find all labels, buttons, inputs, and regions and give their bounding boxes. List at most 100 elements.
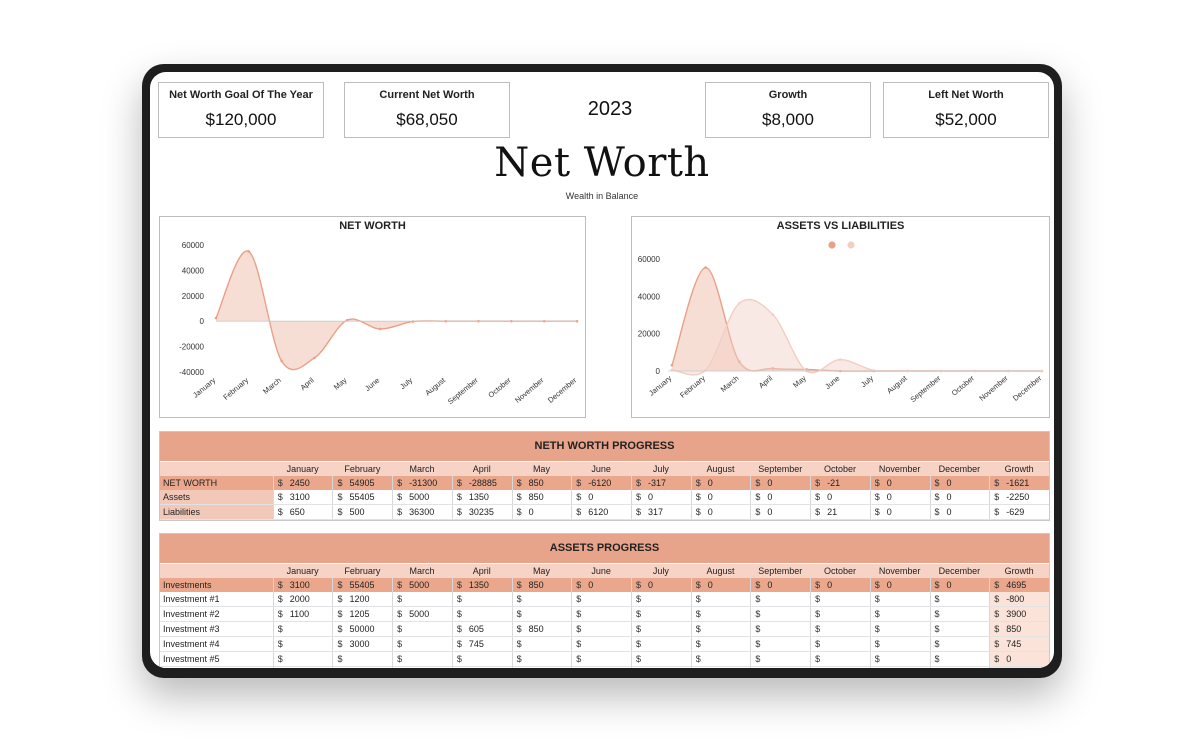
table-cell[interactable]: $ <box>869 592 930 606</box>
table-cell[interactable]: $0 <box>690 476 751 490</box>
table-cell[interactable]: $850 <box>511 476 572 490</box>
table-cell[interactable]: $0 <box>929 578 990 592</box>
table-cell[interactable]: $0 <box>989 652 1049 666</box>
table-cell[interactable]: $ <box>750 652 810 666</box>
table-cell[interactable]: $ <box>392 652 452 666</box>
table-cell[interactable]: $ <box>750 592 810 606</box>
table-cell[interactable]: $ <box>451 667 512 668</box>
table-cell[interactable]: $ <box>869 637 930 651</box>
table-cell[interactable]: $ <box>332 652 392 666</box>
table-cell[interactable]: $ <box>451 652 512 666</box>
table-cell[interactable]: $4695 <box>989 578 1049 592</box>
table-cell[interactable]: $ <box>810 637 870 651</box>
table-cell[interactable]: $0 <box>810 578 870 592</box>
table-cell[interactable]: $ -800 <box>989 592 1049 606</box>
table-cell[interactable]: $745 <box>989 637 1049 651</box>
table-cell[interactable]: $ <box>272 652 333 666</box>
table-cell[interactable]: $ -317 <box>630 476 691 490</box>
table-cell[interactable]: $850 <box>989 622 1049 636</box>
table-cell[interactable]: $ -629 <box>989 505 1049 519</box>
table-cell[interactable]: $317 <box>630 505 691 519</box>
table-cell[interactable]: $54905 <box>332 476 392 490</box>
table-cell[interactable]: $ <box>929 667 990 668</box>
table-cell[interactable]: $0 <box>750 505 810 519</box>
table-cell[interactable]: $ <box>630 667 691 668</box>
table-cell[interactable]: $ <box>571 667 631 668</box>
table-cell[interactable]: $3100 <box>272 490 333 504</box>
table-cell[interactable]: $0 <box>750 476 810 490</box>
table-cell[interactable]: $1350 <box>451 578 512 592</box>
table-cell[interactable]: $0 <box>869 476 930 490</box>
table-cell[interactable]: $0 <box>511 505 572 519</box>
table-cell[interactable]: $ <box>392 592 452 606</box>
table-cell[interactable]: $ <box>929 592 990 606</box>
table-cell[interactable]: $0 <box>630 490 691 504</box>
table-cell[interactable]: $50000 <box>332 622 392 636</box>
table-cell[interactable]: $ <box>272 637 333 651</box>
table-cell[interactable]: $0 <box>869 505 930 519</box>
table-cell[interactable]: $36300 <box>392 505 452 519</box>
table-cell[interactable]: $ <box>630 592 691 606</box>
table-cell[interactable]: $ <box>392 622 452 636</box>
table-cell[interactable]: $ <box>630 622 691 636</box>
table-cell[interactable]: $1200 <box>332 592 392 606</box>
table-cell[interactable]: $ <box>929 607 990 621</box>
table-cell[interactable]: $1100 <box>272 607 333 621</box>
table-cell[interactable]: $ <box>451 592 512 606</box>
table-cell[interactable]: $ <box>690 622 751 636</box>
table-cell[interactable]: $850 <box>511 622 572 636</box>
table-cell[interactable]: $3100 <box>272 578 333 592</box>
table-cell[interactable]: $5000 <box>392 607 452 621</box>
table-cell[interactable]: $ <box>750 667 810 668</box>
table-cell[interactable]: $605 <box>451 622 512 636</box>
table-cell[interactable]: $ <box>392 637 452 651</box>
table-cell[interactable]: $ -1621 <box>989 476 1049 490</box>
table-cell[interactable]: $745 <box>451 637 512 651</box>
table-cell[interactable]: $0 <box>869 578 930 592</box>
table-cell[interactable]: $0 <box>869 490 930 504</box>
table-cell[interactable]: $0 <box>690 505 751 519</box>
table-cell[interactable]: $0 <box>571 578 631 592</box>
table-cell[interactable]: $3000 <box>332 637 392 651</box>
table-cell[interactable]: $ <box>571 637 631 651</box>
table-cell[interactable]: $ <box>750 607 810 621</box>
table-cell[interactable]: $ <box>929 637 990 651</box>
table-cell[interactable]: $ <box>810 667 870 668</box>
table-cell[interactable]: $30235 <box>451 505 512 519</box>
table-cell[interactable]: $0 <box>929 505 990 519</box>
table-cell[interactable]: $ <box>571 607 631 621</box>
table-cell[interactable]: $ <box>810 607 870 621</box>
table-cell[interactable]: $ <box>630 637 691 651</box>
table-cell[interactable]: $0 <box>929 490 990 504</box>
table-cell[interactable]: $850 <box>511 578 572 592</box>
table-cell[interactable]: $0 <box>810 490 870 504</box>
table-cell[interactable]: $ -31300 <box>392 476 452 490</box>
table-cell[interactable]: $55405 <box>332 578 392 592</box>
table-cell[interactable]: $ <box>511 607 572 621</box>
table-cell[interactable]: $0 <box>690 490 751 504</box>
table-cell[interactable]: $ <box>511 667 572 668</box>
table-cell[interactable]: $ <box>571 622 631 636</box>
table-cell[interactable]: $ <box>690 592 751 606</box>
table-cell[interactable]: $ <box>869 622 930 636</box>
table-cell[interactable]: $ <box>272 622 333 636</box>
table-cell[interactable]: $ <box>571 592 631 606</box>
table-cell[interactable]: $1205 <box>332 607 392 621</box>
table-cell[interactable]: $6120 <box>571 505 631 519</box>
table-cell[interactable]: $0 <box>630 578 691 592</box>
table-cell[interactable]: $ <box>511 592 572 606</box>
table-cell[interactable]: $ <box>810 592 870 606</box>
table-cell[interactable]: $1350 <box>451 490 512 504</box>
table-cell[interactable]: $ -28885 <box>451 476 512 490</box>
table-cell[interactable]: $0 <box>690 578 751 592</box>
table-cell[interactable]: $650 <box>272 505 333 519</box>
table-cell[interactable]: $55405 <box>332 490 392 504</box>
table-cell[interactable]: $ <box>869 667 930 668</box>
table-cell[interactable]: $2450 <box>272 476 333 490</box>
table-cell[interactable]: $ <box>272 667 333 668</box>
table-cell[interactable]: $ <box>690 637 751 651</box>
table-cell[interactable]: $ <box>690 667 751 668</box>
table-cell[interactable]: $0 <box>571 490 631 504</box>
table-cell[interactable]: $ <box>750 622 810 636</box>
table-cell[interactable]: $ <box>869 652 930 666</box>
